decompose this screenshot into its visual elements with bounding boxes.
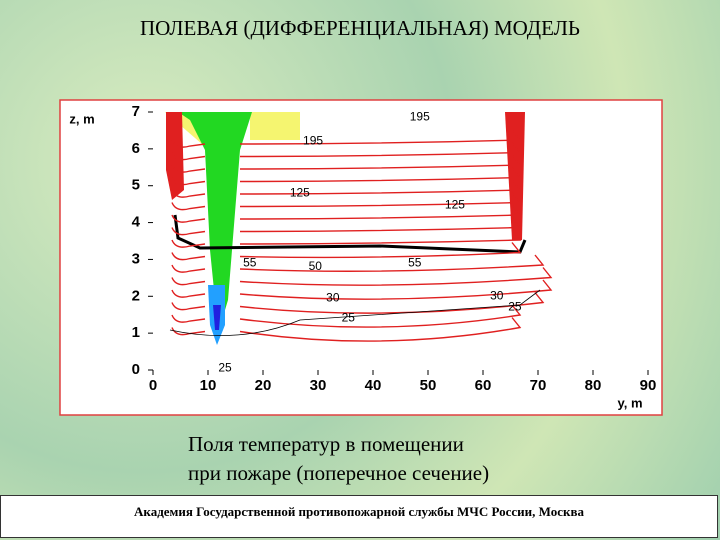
x-tick-label: 30 bbox=[310, 377, 327, 394]
contour-line bbox=[171, 229, 522, 248]
contour-line bbox=[171, 154, 522, 173]
contour-line bbox=[169, 289, 541, 336]
caption: Поля температур в помещении при пожаре (… bbox=[188, 430, 489, 488]
y-tick-label: 5 bbox=[132, 177, 140, 194]
plume bbox=[178, 112, 252, 320]
contour-line bbox=[171, 279, 553, 300]
y-tick-label: 2 bbox=[132, 287, 140, 304]
field bbox=[165, 112, 553, 345]
x-tick-label: 20 bbox=[255, 377, 272, 394]
chart: 0 10 20 30 40 50 60 70 80 90 0 1 2 3 4 5 6 7 y, m z, m 195 19… bbox=[59, 99, 663, 416]
contour-label: 50 bbox=[309, 259, 323, 273]
contour-line bbox=[171, 142, 522, 161]
contour-label: 55 bbox=[408, 255, 422, 269]
x-tick-label: 80 bbox=[585, 377, 602, 394]
y-tick-label: 1 bbox=[132, 324, 140, 341]
x-tick-label: 60 bbox=[475, 377, 492, 394]
y-axis-label: z, m bbox=[69, 111, 94, 126]
contour-label: 195 bbox=[303, 134, 323, 148]
contour-label: 25 bbox=[342, 311, 356, 325]
y-tick-label: 7 bbox=[132, 103, 140, 120]
x-tick-label: 0 bbox=[149, 377, 157, 394]
slide-title: ПОЛЕВАЯ (ДИФФЕРЕНЦИАЛЬНАЯ) МОДЕЛЬ bbox=[140, 16, 580, 40]
contour-label: 30 bbox=[326, 290, 340, 304]
contour-label: 125 bbox=[290, 185, 310, 199]
contour-label: 30 bbox=[490, 288, 504, 302]
x-tick-label: 70 bbox=[530, 377, 547, 394]
y-tick-label: 0 bbox=[132, 361, 140, 378]
contour-line bbox=[171, 242, 522, 261]
contour-line bbox=[171, 217, 522, 236]
footer: Академия Государственной противопожарной… bbox=[0, 495, 718, 538]
caption-line: при пожаре (поперечное сечение) bbox=[188, 461, 490, 485]
contour-label: 195 bbox=[410, 110, 430, 124]
y-tick-label: 3 bbox=[132, 250, 140, 267]
x-tick-label: 90 bbox=[640, 377, 657, 394]
x-tick-label: 40 bbox=[365, 377, 382, 394]
contour-line bbox=[171, 254, 545, 273]
contour-line bbox=[171, 267, 553, 286]
x-tick-label: 50 bbox=[420, 377, 437, 394]
y-tick-label: 4 bbox=[132, 214, 141, 231]
contour-line bbox=[171, 167, 522, 186]
contour-line bbox=[171, 129, 522, 148]
caption-line: Поля температур в помещении bbox=[188, 432, 464, 456]
contour-label: 55 bbox=[243, 255, 257, 269]
contour-line bbox=[171, 304, 522, 328]
contour-label: 25 bbox=[508, 300, 522, 314]
contour-label: 125 bbox=[445, 197, 465, 211]
wall-plume bbox=[505, 112, 525, 240]
contour-label: 25 bbox=[218, 360, 232, 374]
contour-line bbox=[171, 179, 522, 198]
x-axis-label: y, m bbox=[617, 395, 642, 410]
x-tick-label: 10 bbox=[200, 377, 217, 394]
contour-line bbox=[171, 192, 522, 211]
contour-line bbox=[171, 204, 522, 223]
plume-core bbox=[213, 305, 221, 330]
y-tick-label: 6 bbox=[132, 140, 140, 157]
